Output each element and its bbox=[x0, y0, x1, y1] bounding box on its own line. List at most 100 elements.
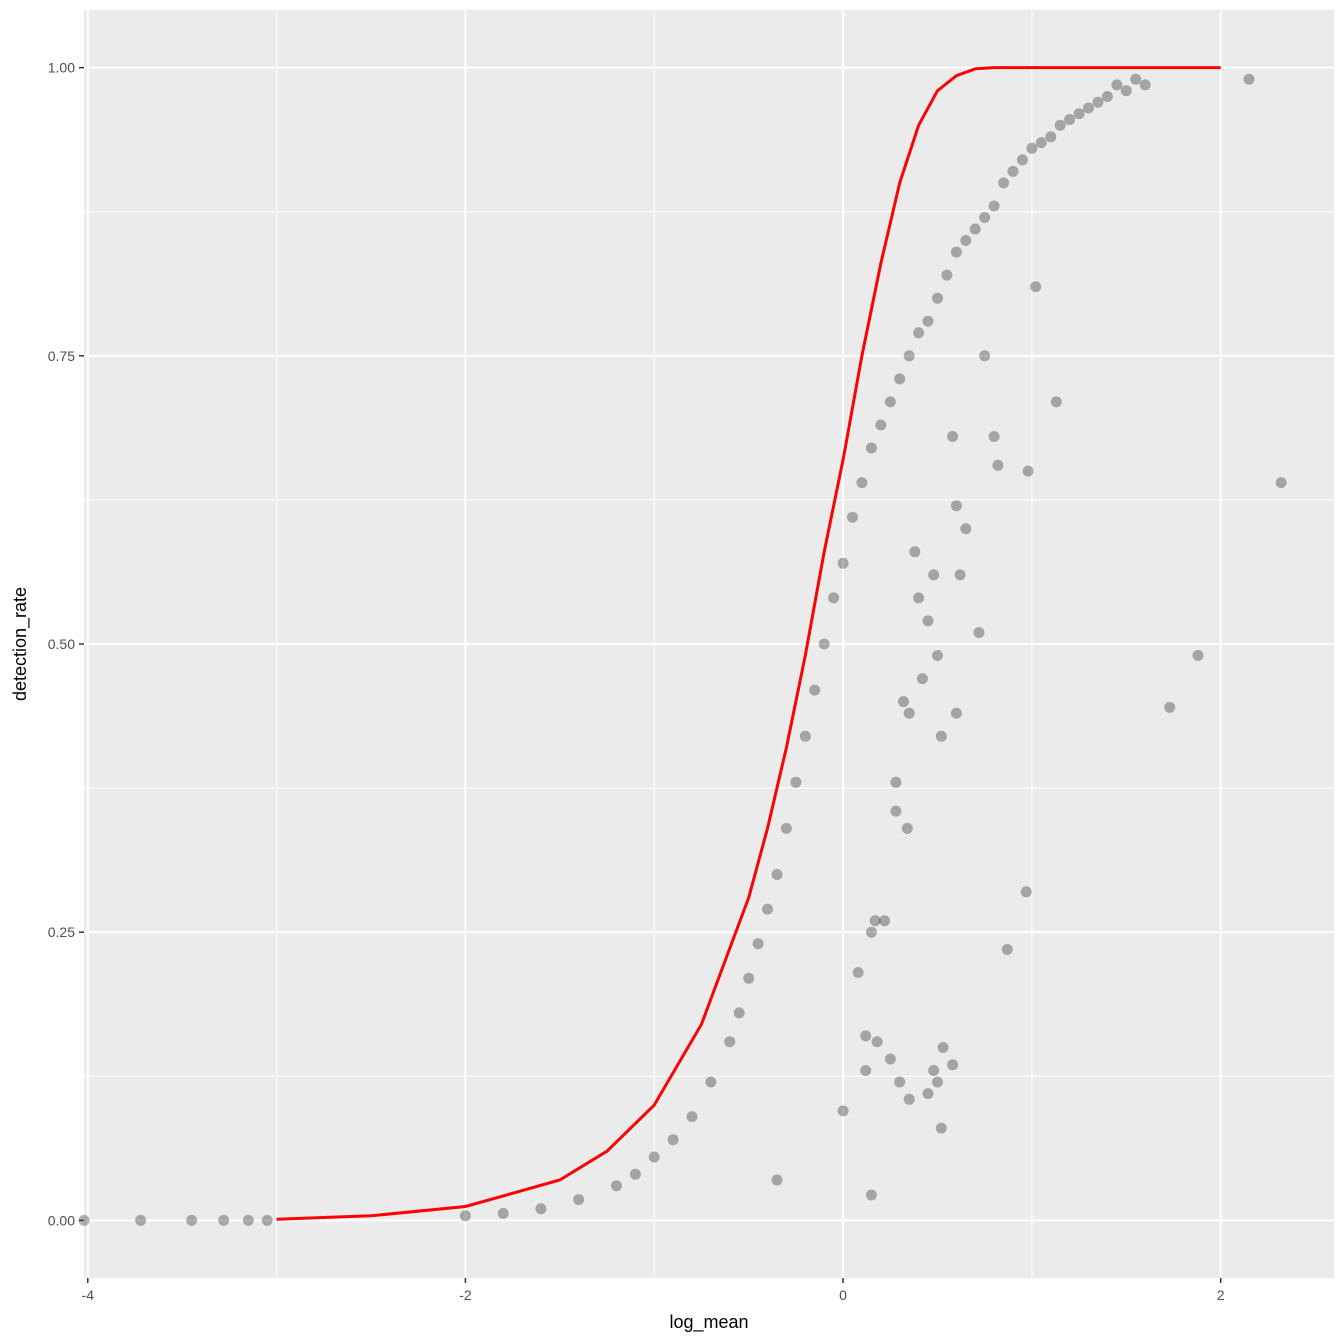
data-point bbox=[1101, 91, 1113, 102]
data-point bbox=[743, 972, 755, 984]
data-point bbox=[860, 1030, 872, 1042]
data-point bbox=[1164, 701, 1176, 713]
data-point bbox=[865, 926, 877, 938]
data-point bbox=[932, 292, 943, 304]
data-point bbox=[979, 350, 991, 362]
data-point bbox=[686, 1111, 698, 1123]
data-point bbox=[818, 638, 830, 650]
data-point bbox=[947, 431, 959, 442]
data-point bbox=[898, 696, 909, 708]
x-axis-title: log_mean bbox=[669, 1312, 748, 1333]
data-point bbox=[932, 1076, 943, 1088]
y-tick-label: 0.25 bbox=[48, 924, 75, 940]
data-point bbox=[261, 1214, 273, 1226]
data-point bbox=[1083, 102, 1094, 114]
data-point bbox=[969, 223, 981, 235]
data-point bbox=[901, 822, 913, 834]
data-point bbox=[733, 1007, 745, 1019]
data-point bbox=[947, 1059, 959, 1071]
data-point bbox=[928, 569, 940, 581]
data-point bbox=[809, 684, 821, 696]
data-point bbox=[869, 915, 881, 927]
y-axis-title: detection_rate bbox=[10, 587, 31, 701]
data-point bbox=[884, 1053, 896, 1065]
data-point bbox=[937, 1042, 949, 1053]
data-point bbox=[894, 1076, 906, 1088]
data-point bbox=[1064, 114, 1076, 125]
data-point bbox=[922, 615, 934, 627]
data-point bbox=[1026, 142, 1038, 154]
data-point bbox=[950, 707, 962, 719]
data-point bbox=[218, 1214, 230, 1226]
data-point bbox=[916, 673, 928, 685]
data-point bbox=[1001, 944, 1013, 955]
data-point bbox=[928, 1065, 940, 1076]
data-point bbox=[1130, 73, 1142, 85]
data-point bbox=[573, 1194, 585, 1206]
data-point bbox=[611, 1180, 622, 1192]
data-point bbox=[894, 373, 906, 385]
data-point bbox=[1192, 650, 1204, 661]
data-point bbox=[935, 1122, 947, 1134]
data-point bbox=[935, 730, 947, 742]
data-point bbox=[992, 459, 1004, 471]
data-point bbox=[884, 396, 896, 408]
data-point bbox=[242, 1214, 254, 1226]
data-point bbox=[837, 1105, 849, 1117]
data-point bbox=[186, 1214, 198, 1226]
data-point bbox=[497, 1207, 509, 1219]
data-point bbox=[875, 419, 887, 431]
data-point bbox=[871, 1036, 883, 1048]
data-point bbox=[903, 707, 915, 719]
data-point bbox=[909, 546, 921, 558]
data-point bbox=[998, 177, 1010, 189]
data-point bbox=[771, 869, 783, 880]
data-point bbox=[1050, 396, 1062, 408]
data-point bbox=[950, 246, 962, 258]
data-point bbox=[988, 431, 1000, 442]
data-point bbox=[771, 1174, 783, 1186]
data-point bbox=[1092, 96, 1104, 108]
data-point bbox=[1111, 79, 1123, 91]
data-point bbox=[828, 592, 840, 604]
data-point bbox=[1016, 154, 1028, 166]
data-point bbox=[535, 1203, 547, 1215]
data-point bbox=[752, 938, 764, 950]
data-point bbox=[852, 967, 864, 978]
y-tick-label: 1.00 bbox=[48, 60, 75, 76]
x-tick-label: 2 bbox=[1217, 1287, 1225, 1303]
data-point bbox=[890, 805, 902, 817]
data-point bbox=[960, 523, 972, 535]
data-point bbox=[1022, 465, 1034, 477]
data-point bbox=[922, 315, 934, 327]
data-point bbox=[1035, 137, 1047, 149]
data-point bbox=[879, 915, 891, 927]
y-tick-label: 0.75 bbox=[48, 348, 75, 364]
data-point bbox=[847, 511, 858, 523]
data-point bbox=[762, 903, 773, 915]
data-point bbox=[988, 200, 1000, 212]
data-point bbox=[1073, 108, 1085, 120]
y-tick-label: 0.00 bbox=[48, 1212, 75, 1228]
data-point bbox=[865, 1189, 877, 1201]
data-point bbox=[648, 1151, 660, 1163]
data-point bbox=[954, 569, 966, 581]
fit-line bbox=[276, 66, 1221, 1221]
data-point bbox=[932, 650, 943, 661]
data-point bbox=[979, 212, 991, 223]
data-point bbox=[960, 235, 972, 246]
data-point bbox=[973, 627, 985, 638]
data-point bbox=[860, 1065, 872, 1076]
data-point bbox=[913, 327, 925, 339]
data-point bbox=[890, 776, 902, 788]
data-point bbox=[1054, 119, 1066, 131]
y-tick-label: 0.50 bbox=[48, 636, 75, 652]
data-point bbox=[913, 592, 925, 604]
data-point bbox=[941, 269, 953, 281]
data-point bbox=[903, 1093, 915, 1105]
data-point bbox=[705, 1076, 717, 1088]
data-point bbox=[790, 776, 802, 788]
axes: -4 -2 0 2 0.00 0.25 0.50 0.75 1.00 bbox=[48, 60, 1225, 1303]
data-point bbox=[950, 500, 962, 512]
data-points bbox=[78, 73, 1287, 1226]
